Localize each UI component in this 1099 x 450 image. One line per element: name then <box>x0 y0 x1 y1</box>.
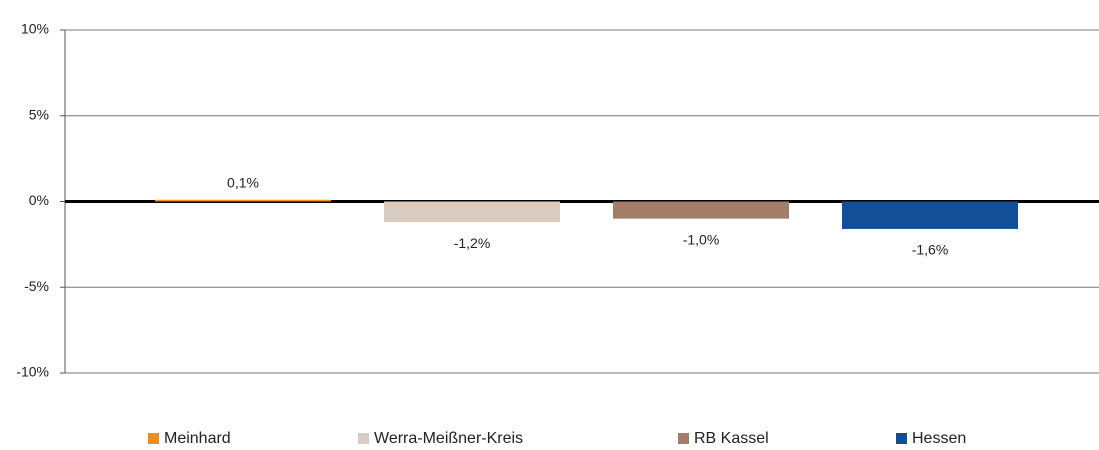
legend-label: Hessen <box>912 430 966 447</box>
y-tick-label: 5% <box>29 106 49 122</box>
legend-swatch <box>678 433 689 444</box>
value-label: -1,6% <box>912 242 949 258</box>
legend-label: Werra-Meißner-Kreis <box>374 430 523 447</box>
bar <box>613 201 789 219</box>
legend-label: RB Kassel <box>694 430 769 447</box>
bar <box>155 199 331 202</box>
legend-label: Meinhard <box>164 430 231 447</box>
bar <box>842 201 1018 229</box>
legend-swatch <box>358 433 369 444</box>
bar <box>384 201 560 223</box>
legend-swatch <box>148 433 159 444</box>
value-label: 0,1% <box>227 174 259 190</box>
y-tick-label: -5% <box>24 278 49 294</box>
value-label: -1,0% <box>683 231 720 247</box>
y-tick-label: 10% <box>21 21 49 37</box>
value-label: -1,2% <box>454 235 491 251</box>
legend-swatch <box>896 433 907 444</box>
y-tick-label: 0% <box>29 192 49 208</box>
y-tick-label: -10% <box>16 364 49 380</box>
